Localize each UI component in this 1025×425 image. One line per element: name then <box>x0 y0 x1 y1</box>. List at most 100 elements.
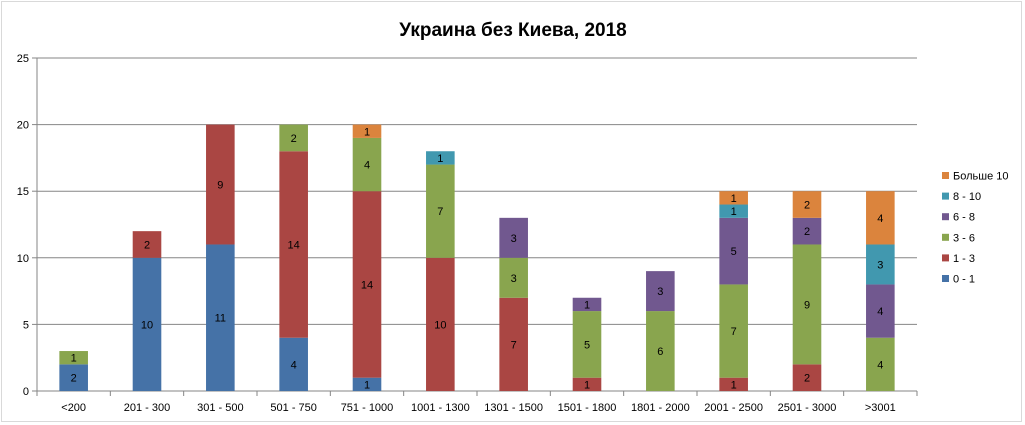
bar-segment <box>572 311 602 378</box>
y-tick-label: 10 <box>17 253 29 265</box>
legend-swatch <box>942 233 949 241</box>
x-tick-label: 1001 - 1300 <box>411 402 470 414</box>
bar-segment <box>59 351 88 365</box>
data-label: 1 <box>437 153 443 165</box>
data-label: 3 <box>511 273 517 285</box>
x-tick-label: 1301 - 1500 <box>484 402 543 414</box>
bar-segment <box>279 337 308 391</box>
x-tick-label: 501 - 750 <box>270 402 316 414</box>
data-label: 3 <box>877 259 883 271</box>
data-label: 4 <box>877 306 883 318</box>
bar-segment <box>132 231 162 258</box>
bar-segment <box>206 244 235 391</box>
data-label: 5 <box>584 339 590 351</box>
legend-swatch <box>942 213 949 221</box>
bars: 2110211941421144110717331516317511292244… <box>59 124 895 391</box>
bar-segment <box>352 377 382 391</box>
data-label: 10 <box>434 319 446 331</box>
x-tick-label: 1501 - 1800 <box>558 402 617 414</box>
chart-title: Украина без Киева, 2018 <box>399 20 626 41</box>
bar-segment <box>279 151 308 338</box>
data-label: 4 <box>364 160 370 172</box>
data-label: 1 <box>71 353 77 365</box>
legend-swatch <box>942 192 949 200</box>
data-label: 1 <box>584 299 590 311</box>
data-label: 9 <box>804 299 810 311</box>
bar-segment <box>352 137 382 192</box>
x-tick-label: 201 - 300 <box>124 402 170 414</box>
legend-label: 0 - 1 <box>953 274 975 286</box>
gridlines <box>37 57 917 325</box>
data-label: 3 <box>657 286 663 298</box>
bar-segment <box>206 124 235 245</box>
data-label: 4 <box>877 359 883 371</box>
legend-label: 1 - 3 <box>953 253 975 265</box>
data-label: 9 <box>217 180 223 192</box>
bar-segment <box>499 297 528 391</box>
data-label: 1 <box>731 379 737 391</box>
data-label: 14 <box>361 279 373 291</box>
legend-swatch <box>942 254 949 262</box>
bar-segment <box>279 124 308 152</box>
data-label: 2 <box>291 133 297 145</box>
x-tick-label: <200 <box>61 402 86 414</box>
bar-segment <box>59 364 88 391</box>
bar-segment <box>866 191 895 245</box>
legend-swatch <box>942 172 949 179</box>
x-tick-label: 301 - 500 <box>197 402 243 414</box>
bar-segment <box>132 257 162 391</box>
bar-segment <box>572 377 602 391</box>
x-tick-label: >3001 <box>865 402 896 414</box>
y-tick-label: 5 <box>23 319 29 331</box>
data-label: 2 <box>144 239 150 251</box>
data-label: 7 <box>511 339 517 351</box>
x-tick-label: 2001 - 2500 <box>704 402 763 414</box>
bar-segment <box>646 271 675 312</box>
data-label: 2 <box>804 373 810 385</box>
bar-segment <box>646 311 675 391</box>
data-label: 2 <box>71 373 77 385</box>
y-tick-label: 0 <box>23 386 29 398</box>
legend-label: 6 - 8 <box>953 212 975 224</box>
data-label: 7 <box>731 326 737 338</box>
data-label: 1 <box>731 193 737 205</box>
data-label: 1 <box>364 379 370 391</box>
bar-segment <box>499 217 528 258</box>
bar-segment <box>352 124 382 138</box>
bar-segment <box>792 191 822 218</box>
bar-segment <box>866 244 895 285</box>
bar-segment <box>792 364 822 391</box>
data-label: 1 <box>584 379 590 391</box>
x-tick-label: 751 - 1000 <box>341 402 394 414</box>
data-label: 1 <box>364 126 370 138</box>
data-label: 4 <box>877 213 883 225</box>
bar-segment <box>719 217 748 285</box>
y-tick-label: 15 <box>17 186 29 198</box>
data-label: 10 <box>141 319 153 331</box>
data-label: 6 <box>657 346 663 358</box>
bar-segment <box>792 217 822 245</box>
legend-label: Больше 10 <box>953 171 1008 183</box>
data-label: 3 <box>511 233 517 245</box>
bar-segment <box>866 337 895 391</box>
data-label: 14 <box>288 239 300 251</box>
bar-segment <box>572 297 602 312</box>
data-label: 2 <box>804 200 810 212</box>
data-label: 5 <box>731 246 737 258</box>
data-label: 2 <box>804 226 810 238</box>
x-axis: <200 201 - 300 301 - 500 501 - 750 751 - 100… <box>36 390 918 414</box>
bar-segment <box>719 204 748 218</box>
bar-segment <box>352 191 382 378</box>
legend-label: 8 - 10 <box>953 191 981 203</box>
data-label: 7 <box>437 206 443 218</box>
bar-segment <box>719 284 748 378</box>
data-label: 4 <box>291 359 297 371</box>
bar-segment <box>719 191 748 205</box>
y-tick-label: 20 <box>17 120 29 132</box>
data-label: 11 <box>215 313 226 325</box>
bar-segment <box>719 377 748 391</box>
bar-segment <box>426 257 455 391</box>
y-tick-label: 25 <box>17 53 29 65</box>
